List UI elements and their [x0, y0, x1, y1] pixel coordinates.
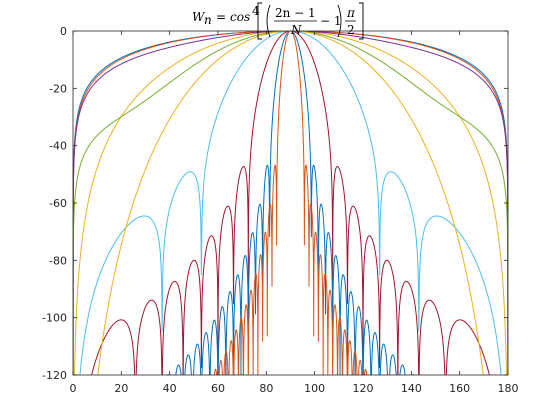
axes-background: [73, 31, 508, 375]
x-tick-label: 80: [259, 382, 273, 395]
title-lhs: W: [192, 10, 206, 24]
series-line-N1-1: [73, 31, 508, 375]
x-tick-label: 40: [163, 382, 177, 395]
plot-series-layer: [73, 31, 508, 375]
x-tick-label: 120: [353, 382, 374, 395]
title-pi: π: [346, 6, 356, 20]
x-tick-label: 180: [498, 382, 519, 395]
series-line-N5-4: [73, 31, 508, 375]
title-two: 2: [347, 23, 355, 37]
title-minus-one: − 1: [320, 14, 342, 28]
title-frac-num: 2n − 1: [275, 6, 316, 20]
x-tick-label: 0: [70, 382, 77, 395]
tick-layer: 0 20 40 60 80 100 120 140 160 180 0 -20 -40 -60 -80 -10…: [42, 25, 518, 395]
series-line-N3-3: [73, 31, 508, 375]
x-tick-label: 140: [401, 382, 422, 395]
y-tick-label: -40: [49, 140, 67, 153]
x-tick-label: 20: [114, 382, 128, 395]
chart-title: W n = cos 4 2n − 1 N − 1 π 2: [192, 2, 364, 40]
title-equals: =: [216, 10, 226, 24]
title-power: 4: [252, 4, 260, 18]
title-right-paren: [337, 4, 342, 38]
x-tick-label: 100: [304, 382, 325, 395]
x-tick-label: 60: [211, 382, 225, 395]
y-tick-label: -80: [49, 254, 67, 267]
y-tick-label: -20: [49, 82, 67, 95]
title-func: cos: [230, 10, 250, 24]
series-line-N10-5: [79, 31, 502, 375]
title-right-bracket: [359, 2, 364, 40]
title-lhs-subscript: n: [204, 13, 212, 27]
y-tick-label: -100: [42, 312, 67, 325]
series-line-broad-yellow: [97, 31, 484, 375]
title-left-bracket: [257, 2, 262, 40]
y-tick-label: -60: [49, 197, 67, 210]
title-frac-den: N: [290, 23, 302, 37]
y-tick-label: 0: [60, 25, 67, 38]
title-left-paren: [266, 4, 271, 38]
x-tick-label: 160: [449, 382, 470, 395]
series-line-N1-0: [73, 31, 508, 375]
series-line-N20-6: [91, 31, 490, 375]
series-line-N2-2: [74, 31, 507, 375]
y-tick-label: -120: [42, 369, 67, 382]
